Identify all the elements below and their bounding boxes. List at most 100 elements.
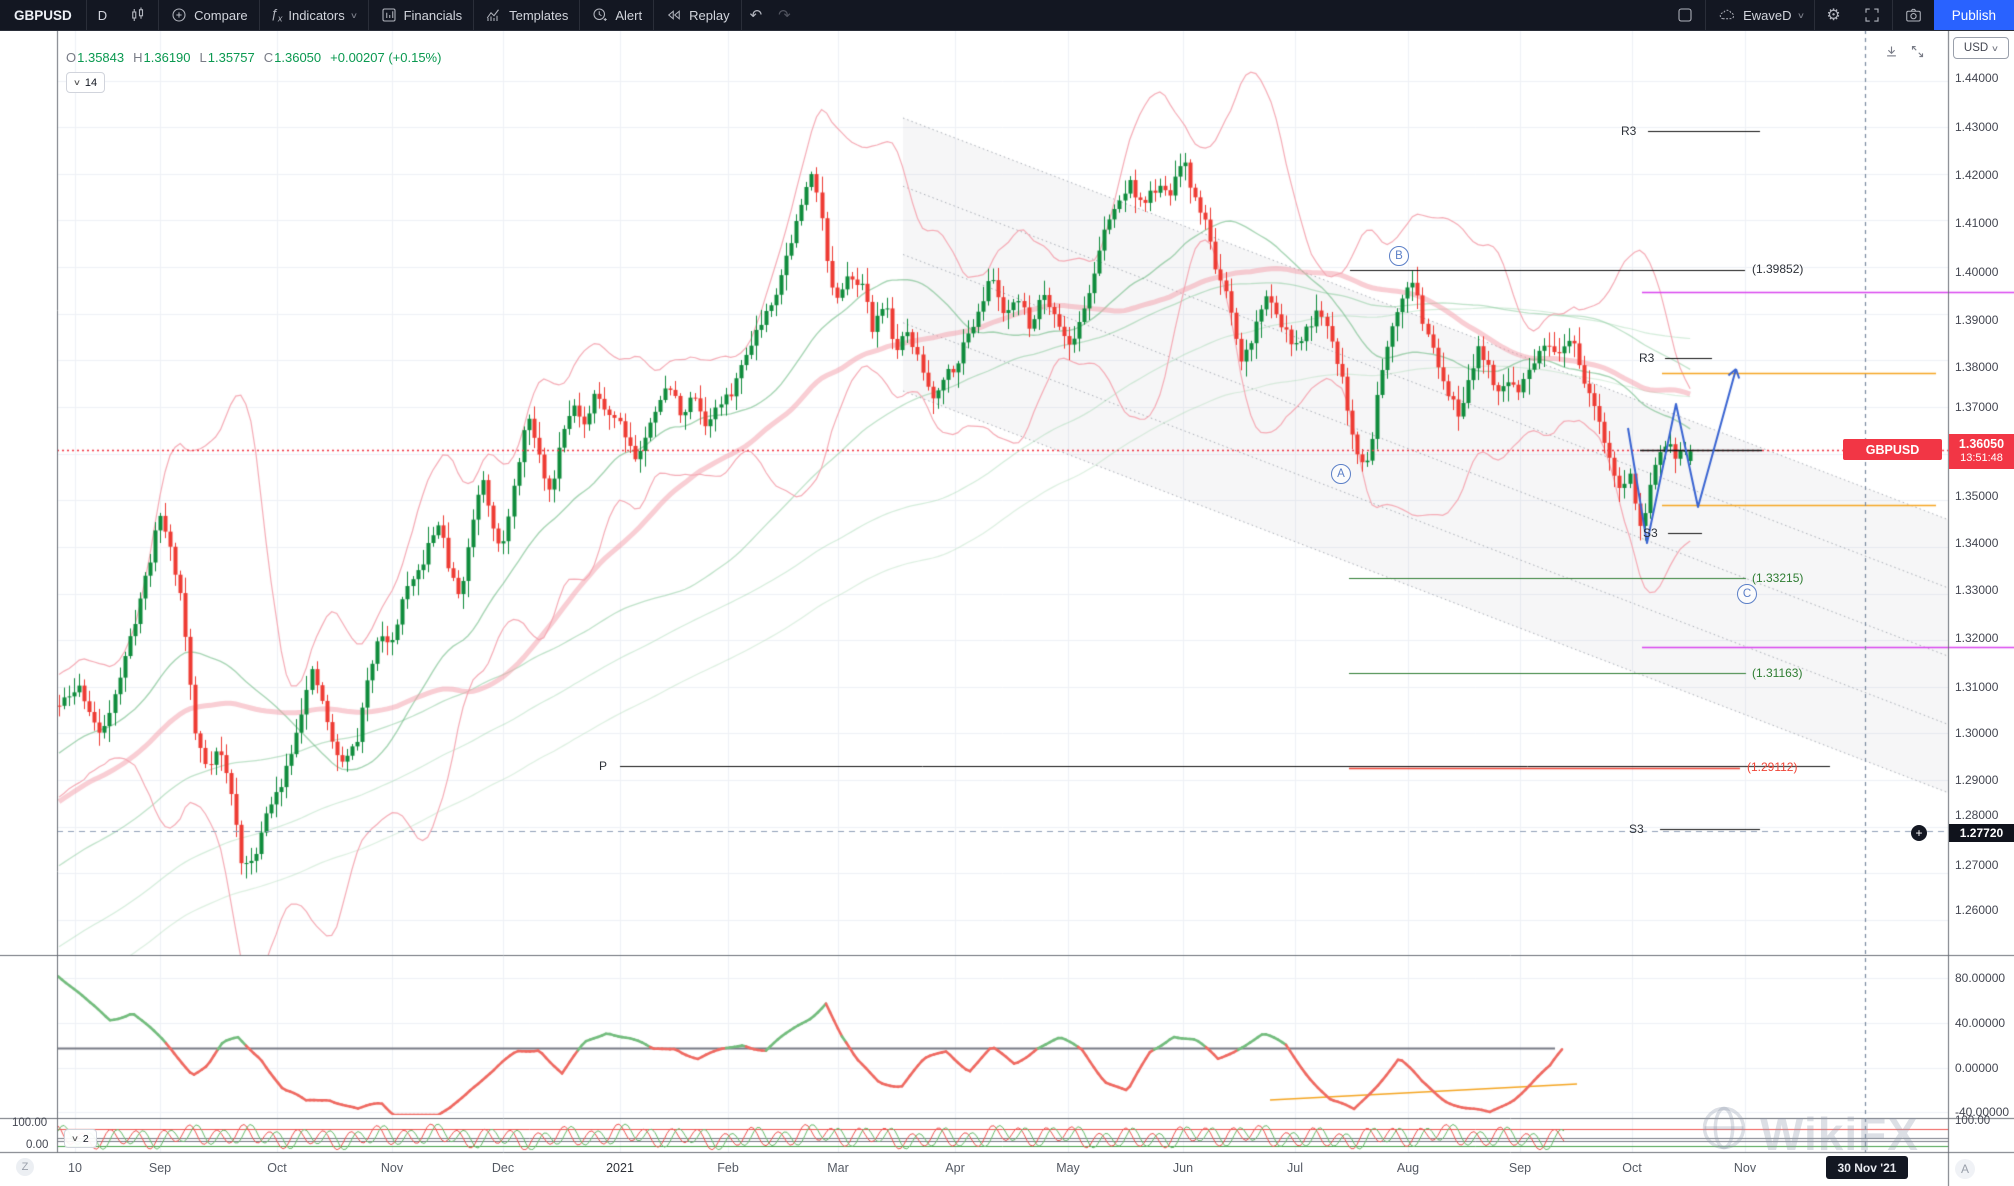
compare-icon [170,6,188,24]
price-tick: 1.32000 [1955,631,1999,645]
pivot-label-s3: S3 [1629,822,1644,836]
chevron-down-icon: ∨ [1796,10,1805,20]
toolbar-separator [1705,0,1707,30]
wave-label-b[interactable]: B [1389,246,1409,266]
chevron-down-icon: ∨ [72,78,82,87]
replay-label: Replay [689,7,730,23]
interval-button[interactable]: D [87,0,118,30]
time-tick-year: 2021 [606,1161,634,1175]
price-tick: 1.42000 [1955,168,1999,182]
time-tick: Sep [1508,1161,1532,1175]
redo-button[interactable]: ↷ [770,0,799,30]
price-tick: 1.27000 [1955,858,1999,872]
crosshair-date-badge: 30 Nov '21 [1826,1156,1908,1179]
chevron-down-icon: ∨ [349,10,358,20]
oscillator-tick: 0.00000 [1955,1061,1999,1075]
oscillator-tick: 80.00000 [1955,971,2006,985]
price-tick: 1.44000 [1955,71,1999,85]
fullscreen-button[interactable] [1852,0,1892,30]
add-alert-plus-icon[interactable]: + [1911,825,1927,841]
time-tick: Apr [945,1161,965,1175]
price-tick: 1.33000 [1955,583,1999,597]
stoch-scale-top: 100.00 [12,1117,48,1129]
replay-icon [665,6,683,24]
financials-button[interactable]: Financials [369,0,474,30]
price-tick: 1.29000 [1955,773,1999,787]
compare-button[interactable]: Compare [159,0,258,30]
time-tick: Feb [717,1161,739,1175]
wave-label-c[interactable]: C [1737,584,1757,604]
toolbar-separator [473,0,475,30]
time-tick: Sep [148,1161,172,1175]
target-label-133215: (1.33215) [1752,571,1804,585]
time-tick: Oct [267,1161,287,1175]
price-tick: 1.40000 [1955,265,1999,279]
time-tick: Jun [1172,1161,1194,1175]
pivot-label-r3: R3 [1621,124,1637,138]
ohlc-legend: O1.35843 H1.36190 L1.35757 C1.36050 +0.0… [66,50,442,65]
cloud-layout-label: EwaveD [1743,7,1792,23]
pane3-collapse-button[interactable]: ∨ 2 [64,1129,97,1148]
time-tick: May [1056,1161,1080,1175]
top-toolbar: GBPUSD D Compare ƒx Indicators ∨ Financi… [0,0,2014,31]
price-tick: 1.34000 [1955,536,1999,550]
price-tick: 1.37000 [1955,400,1999,414]
time-tick: Mar [827,1161,849,1175]
chevron-down-icon: ∨ [1991,43,2000,53]
camera-icon [1904,6,1923,24]
undo-button[interactable]: ↶ [742,0,771,30]
oscillator-tick: 40.00000 [1955,1016,2006,1030]
currency-label: USD [1963,42,1989,54]
toolbar-separator [1814,0,1816,30]
fx-icon: ƒx [270,6,283,24]
pivot-value-129112: (1.29112) [1747,760,1798,774]
candlestick-icon [129,6,147,24]
templates-button[interactable]: Templates [474,0,579,30]
financials-icon [380,6,398,24]
layout-select-button[interactable] [1665,0,1705,30]
cloud-layout-button[interactable]: EwaveD ∨ [1706,0,1814,30]
publish-button[interactable]: Publish [1933,0,2014,30]
chevron-down-icon: ∨ [70,1134,80,1143]
support-label-131163: (1.31163) [1752,666,1803,680]
settings-button[interactable]: ⚙ [1815,0,1851,30]
alert-clock-icon [591,6,609,24]
pivot-label-r3: R3 [1639,351,1655,365]
time-tick: Oct [1622,1161,1642,1175]
legend-collapse-count: 14 [84,76,98,89]
indicators-button[interactable]: ƒx Indicators ∨ [260,0,368,30]
target-label-139852: (1.39852) [1752,262,1804,276]
maximize-pane-icon[interactable] [1910,44,1925,64]
legend-collapse-button[interactable]: ∨ 14 [66,72,106,93]
pivot-label-p: P [599,759,608,773]
alert-button[interactable]: Alert [580,0,653,30]
time-tick: Nov [1733,1161,1757,1175]
pivot-label-s3: S3 [1643,526,1658,540]
toolbar-separator [653,0,655,30]
autoscale-button[interactable]: A [1955,1159,1975,1179]
time-tick: Aug [1396,1161,1420,1175]
price-tick: 1.39000 [1955,313,1999,327]
oscillator-tick: -40.00000 [1955,1105,2010,1119]
toolbar-separator [579,0,581,30]
last-price-badge: 1.36050 13:51:48 [1949,434,2014,469]
scroll-to-recent-icon[interactable] [1884,44,1899,64]
layout-square-icon [1676,6,1694,24]
price-tick: 1.31000 [1955,680,1999,694]
symbol-button[interactable]: GBPUSD [0,0,86,30]
stoch-scale-bottom: 0.00 [26,1139,49,1151]
snapshot-button[interactable] [1893,0,1934,30]
price-tick: 1.41000 [1955,216,1999,230]
time-tick: Nov [380,1161,404,1175]
chart-type-button[interactable] [118,0,158,30]
toolbar-separator [1891,0,1893,30]
wave-label-a[interactable]: A [1331,464,1351,484]
price-tick: 1.35000 [1955,489,1999,503]
level-price-badge: 1.27720 [1949,824,2014,842]
currency-select[interactable]: USD ∨ [1953,37,2009,59]
templates-icon [485,6,503,24]
replay-button[interactable]: Replay [654,0,740,30]
timezone-button[interactable]: Z [16,1158,34,1176]
